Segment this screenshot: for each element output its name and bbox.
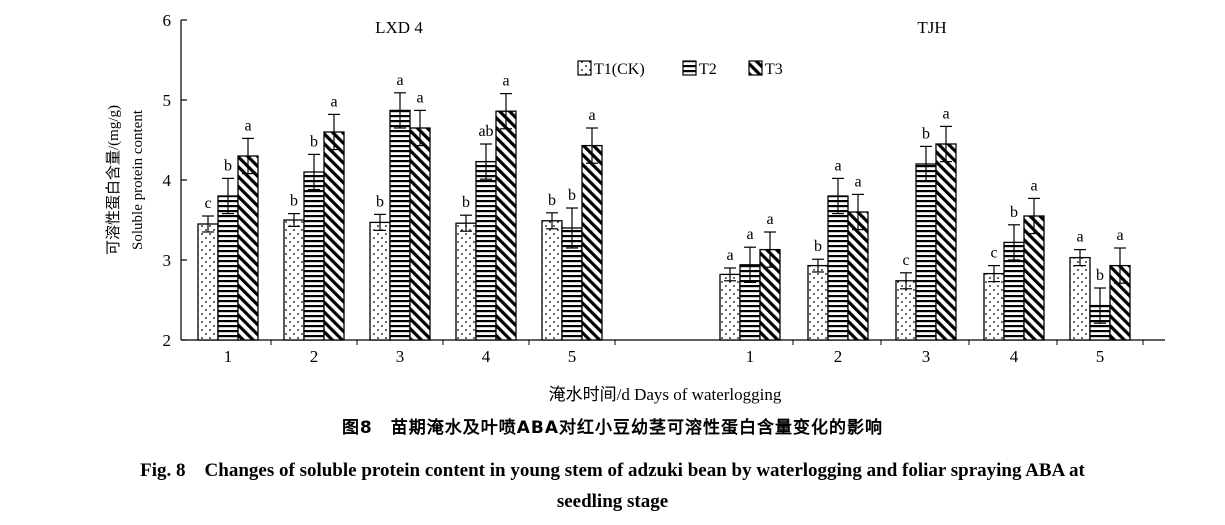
bar [983, 272, 1005, 341]
significance-letter: a [766, 211, 773, 228]
y-tick-label: 4 [163, 171, 172, 190]
y-tick-label: 6 [163, 11, 172, 30]
x-tick-label: 2 [310, 347, 319, 366]
bar [847, 211, 869, 341]
significance-letter: b [376, 193, 384, 210]
bar [541, 220, 563, 341]
significance-letter: a [588, 107, 595, 124]
significance-letter: a [834, 157, 841, 174]
figure-caption-en-line1: Fig. 8 Changes of soluble protein conten… [140, 460, 1085, 481]
significance-letter: a [1076, 229, 1083, 246]
x-tick-label: 5 [568, 347, 577, 366]
bar [581, 144, 603, 341]
figure-caption-en-line2: seedling stage [556, 491, 669, 512]
bar [827, 195, 849, 341]
x-axis-label: 淹水时间/d Days of waterlogging [549, 385, 782, 404]
significance-letter: a [746, 226, 753, 243]
bar [303, 171, 325, 341]
bar [895, 280, 917, 341]
bar [915, 163, 937, 341]
bar [323, 131, 345, 341]
significance-letter: ab [478, 123, 493, 140]
x-tick-label: 5 [1096, 347, 1105, 366]
bar [1023, 215, 1045, 341]
significance-letter: c [902, 252, 909, 269]
x-tick-label: 1 [224, 347, 233, 366]
significance-letter: a [942, 105, 949, 122]
bar [217, 195, 239, 341]
soluble-protein-chart: 2 3 4 5 6 可溶性蛋白含量/(mg/g) Soluble protein conte… [105, 11, 1165, 404]
significance-letter: b [290, 193, 298, 210]
y-tick-label: 5 [163, 91, 172, 110]
group-title: LXD 4 [375, 18, 423, 37]
legend-swatch [577, 60, 592, 76]
y-tick-label: 2 [163, 331, 172, 350]
significance-letter: b [1010, 204, 1018, 221]
x-tick-label: 1 [746, 347, 755, 366]
significance-letter: a [854, 173, 861, 190]
significance-letter: b [224, 157, 232, 174]
significance-letter: a [502, 73, 509, 90]
x-tick-label: 3 [396, 347, 405, 366]
legend-label: T1(CK) [594, 61, 645, 78]
y-axis-label-en: Soluble protein content [130, 109, 146, 250]
bar [495, 110, 517, 341]
bar [455, 222, 477, 341]
x-tick-label: 4 [1010, 347, 1019, 366]
bar [935, 143, 957, 341]
significance-letter: a [396, 72, 403, 89]
bar [389, 109, 411, 341]
bar [1069, 256, 1091, 341]
legend-swatch [682, 60, 697, 76]
significance-letter: c [990, 245, 997, 262]
significance-letter: a [416, 89, 423, 106]
significance-letter: b [310, 133, 318, 150]
significance-letter: c [204, 195, 211, 212]
significance-letter: a [244, 117, 251, 134]
y-axis-label-cn: 可溶性蛋白含量/(mg/g) [105, 105, 122, 255]
legend-label: T3 [765, 61, 783, 78]
bar [197, 223, 219, 341]
significance-letter: a [330, 93, 337, 110]
bar [283, 219, 305, 341]
significance-letter: b [548, 192, 556, 209]
significance-letter: b [814, 238, 822, 255]
bar [475, 160, 497, 341]
bar [807, 264, 829, 341]
significance-letter: b [462, 194, 470, 211]
bar [719, 273, 741, 341]
x-tick-label: 4 [482, 347, 491, 366]
legend-label: T2 [699, 61, 717, 78]
bar [409, 127, 431, 341]
legend-swatch [748, 60, 763, 76]
significance-letter: a [1116, 227, 1123, 244]
significance-letter: b [1096, 267, 1104, 284]
bar [237, 155, 259, 341]
x-tick-label: 3 [922, 347, 931, 366]
significance-letter: a [726, 247, 733, 264]
significance-letter: b [568, 187, 576, 204]
x-tick-label: 2 [834, 347, 843, 366]
group-title: TJH [917, 18, 946, 37]
figure-caption-cn: 图8 苗期淹水及叶喷ABA对红小豆幼茎可溶性蛋白含量变化的影响 [341, 418, 884, 438]
significance-letter: a [1030, 177, 1037, 194]
bar [369, 221, 391, 341]
y-tick-label: 3 [163, 251, 172, 270]
significance-letter: b [922, 125, 930, 142]
